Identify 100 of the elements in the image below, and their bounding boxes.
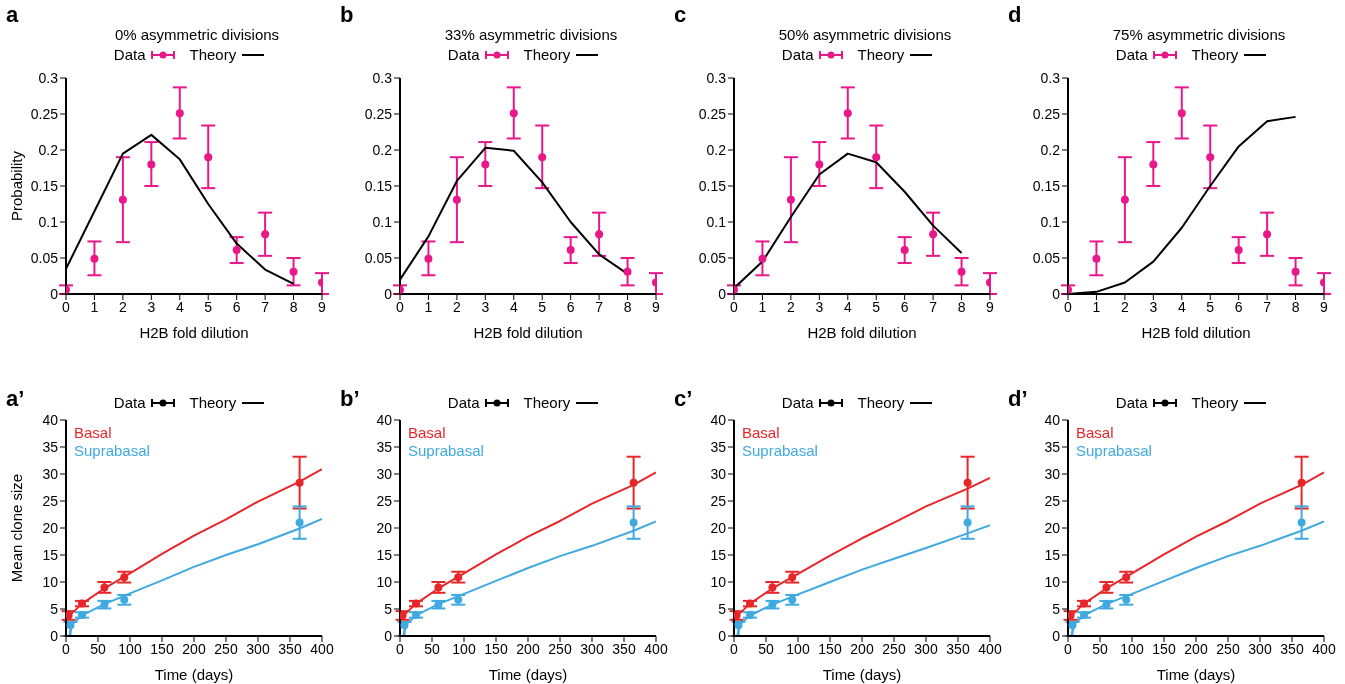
x-tick-label: 4 <box>175 298 184 315</box>
y-tick-label: 25 <box>1044 492 1061 509</box>
x-tick-label: 300 <box>914 640 938 657</box>
y-tick-label: 5 <box>50 600 59 617</box>
x-tick-label: 1 <box>1092 298 1101 315</box>
y-tick-label: 10 <box>710 573 727 590</box>
legend-label: Data <box>781 46 815 63</box>
text: b <box>340 2 354 28</box>
x-tick-label: 250 <box>548 640 572 657</box>
legend-label: Data <box>447 46 481 63</box>
x-tick-label: 250 <box>214 640 238 657</box>
y-tick-label: 0.05 <box>364 249 393 266</box>
y-tick-label: 25 <box>710 492 727 509</box>
y-tick-label: 30 <box>1044 465 1061 482</box>
x-tick-label: 350 <box>612 640 636 657</box>
y-tick-label: 0.2 <box>706 141 727 158</box>
x-tick-label: 150 <box>818 640 842 657</box>
y-tick-label: 0.25 <box>30 105 59 122</box>
y-tick-label: 15 <box>42 546 59 563</box>
y-tick-label: 0 <box>384 285 393 302</box>
x-tick-label: 100 <box>786 640 810 657</box>
y-tick-label: 0 <box>1052 285 1061 302</box>
x-tick-label: 100 <box>452 640 476 657</box>
x-tick-label: 100 <box>118 640 142 657</box>
y-tick-label: 30 <box>42 465 59 482</box>
text: Basal <box>742 424 781 442</box>
x-tick-label: 400 <box>644 640 668 657</box>
x-tick-label: 300 <box>580 640 604 657</box>
x-tick-label: 0 <box>730 640 739 657</box>
y-tick-label: 35 <box>42 438 59 455</box>
x-tick-label: 150 <box>150 640 174 657</box>
chart-title: 33% asymmetric divisions <box>443 26 619 43</box>
y-tick-label: 10 <box>42 573 59 590</box>
x-tick-label: 2 <box>118 298 127 315</box>
y-tick-label: 0.15 <box>1032 177 1061 194</box>
x-tick-label: 350 <box>1280 640 1304 657</box>
chart-title: 50% asymmetric divisions <box>777 26 953 43</box>
x-axis-title: Time (days) <box>822 666 902 683</box>
text: d <box>1008 2 1022 28</box>
x-tick-label: 50 <box>758 640 774 657</box>
x-tick-label: 5 <box>872 298 881 315</box>
x-tick-label: 0 <box>1064 640 1073 657</box>
x-tick-label: 2 <box>786 298 795 315</box>
y-tick-label: 0.05 <box>698 249 727 266</box>
y-tick-label: 35 <box>376 438 393 455</box>
x-axis-title: H2B fold dilution <box>473 324 583 341</box>
x-tick-label: 8 <box>1291 298 1300 315</box>
text: Data <box>113 394 147 411</box>
x-tick-label: 350 <box>946 640 970 657</box>
x-tick-label: 4 <box>843 298 852 315</box>
y-tick-label: 0 <box>384 627 393 644</box>
text: Theory <box>189 394 238 411</box>
legend-label: Data <box>1115 46 1149 63</box>
y-tick-label: 0.1 <box>1040 213 1061 230</box>
y-tick-label: 0 <box>1052 627 1061 644</box>
y-tick-label: 40 <box>1044 411 1061 428</box>
y-tick-label: 0.1 <box>38 213 59 230</box>
text: Basal <box>74 424 113 442</box>
text: a <box>6 2 19 28</box>
y-tick-label: 10 <box>376 573 393 590</box>
text: Suprabasal <box>74 442 150 460</box>
x-tick-label: 0 <box>396 640 405 657</box>
x-tick-label: 400 <box>978 640 1002 657</box>
y-tick-label: 20 <box>1044 519 1061 536</box>
text: Suprabasal <box>742 442 818 460</box>
text: c’ <box>674 386 693 412</box>
y-tick-label: 0 <box>718 627 727 644</box>
text: Basal <box>1076 424 1115 442</box>
x-tick-label: 7 <box>1263 298 1272 315</box>
x-tick-label: 5 <box>204 298 213 315</box>
x-tick-label: 100 <box>1120 640 1144 657</box>
y-tick-label: 5 <box>384 600 393 617</box>
x-tick-label: 400 <box>1312 640 1336 657</box>
x-tick-label: 3 <box>815 298 824 315</box>
x-tick-label: 3 <box>481 298 490 315</box>
x-tick-label: 9 <box>1320 298 1329 315</box>
y-tick-label: 35 <box>1044 438 1061 455</box>
y-tick-label: 0 <box>718 285 727 302</box>
y-tick-label: 0.3 <box>38 69 59 86</box>
legend-label: Theory <box>857 46 906 63</box>
x-axis-title: Time (days) <box>1156 666 1236 683</box>
y-tick-label: 0.1 <box>706 213 727 230</box>
y-tick-label: 0.25 <box>364 105 393 122</box>
x-tick-label: 400 <box>310 640 334 657</box>
y-tick-label: 0.3 <box>706 69 727 86</box>
x-tick-label: 5 <box>538 298 547 315</box>
x-tick-label: 300 <box>246 640 270 657</box>
y-tick-label: 0.3 <box>372 69 393 86</box>
y-tick-label: 0.25 <box>1032 105 1061 122</box>
x-tick-label: 300 <box>1248 640 1272 657</box>
x-tick-label: 8 <box>623 298 632 315</box>
y-axis-title: Probability <box>8 150 26 222</box>
x-tick-label: 8 <box>957 298 966 315</box>
x-tick-label: 8 <box>289 298 298 315</box>
x-tick-label: 0 <box>62 298 71 315</box>
text: Basal <box>408 424 447 442</box>
x-tick-label: 6 <box>900 298 909 315</box>
y-tick-label: 15 <box>1044 546 1061 563</box>
y-tick-label: 0.05 <box>1032 249 1061 266</box>
y-tick-label: 0.15 <box>30 177 59 194</box>
